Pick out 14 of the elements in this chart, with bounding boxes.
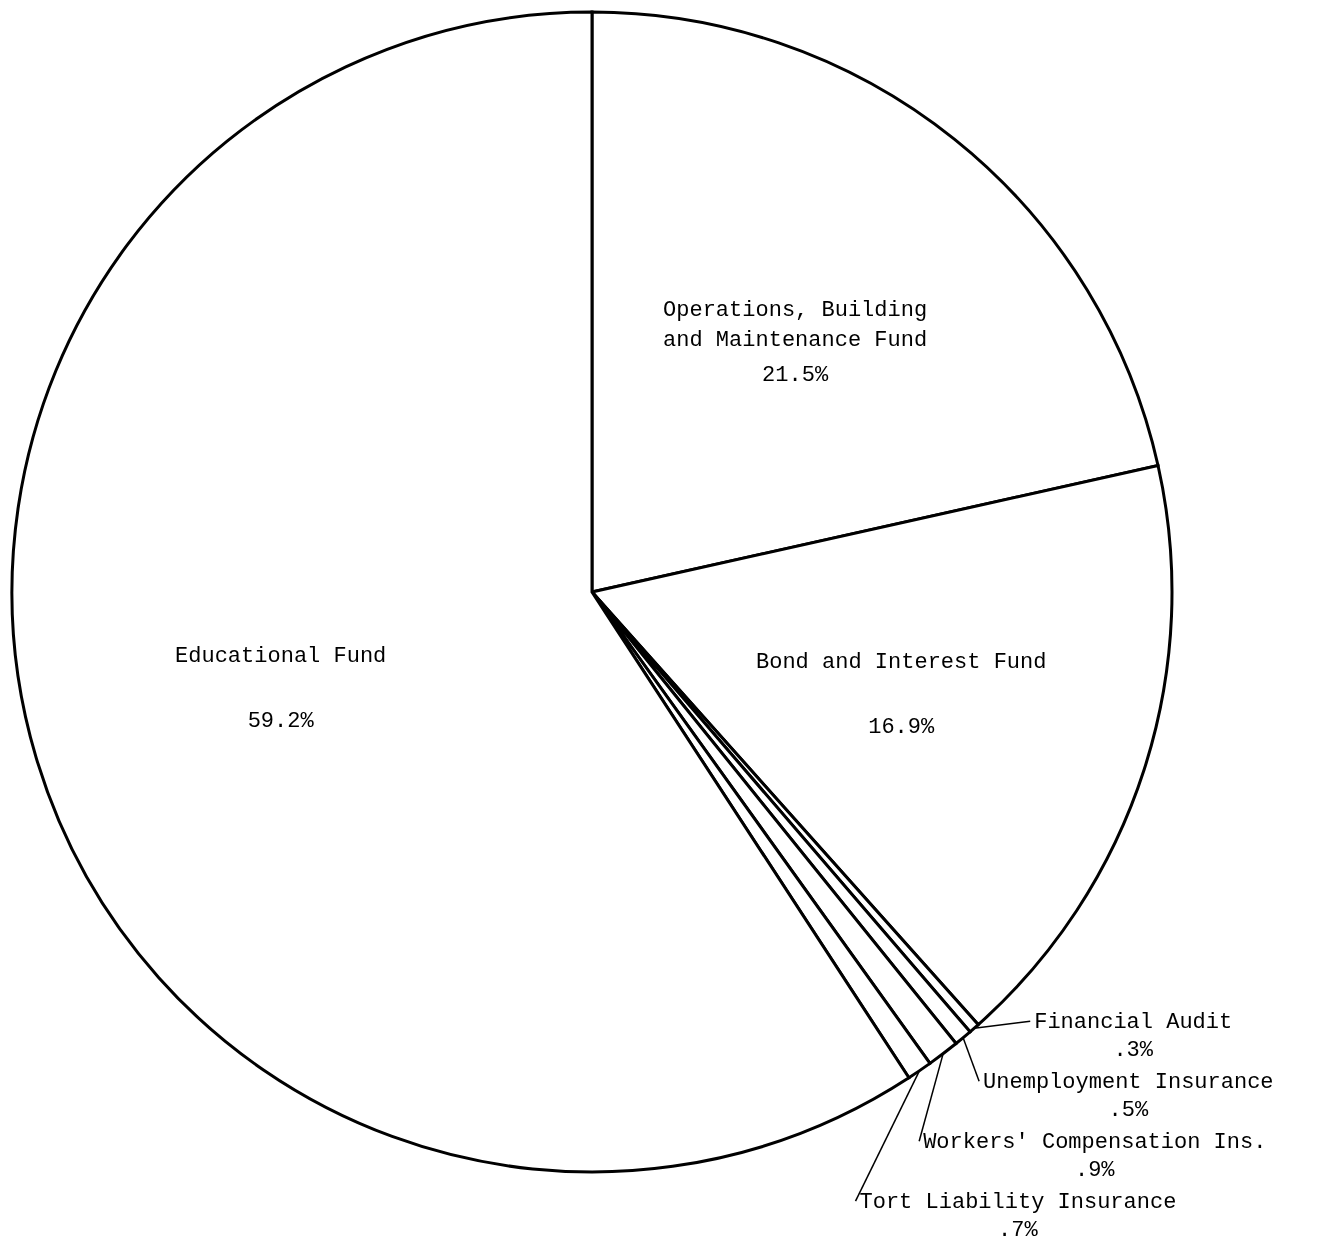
slice-label: Unemployment Insurance — [983, 1070, 1274, 1096]
slice-label: Financial Audit — [1034, 1010, 1233, 1036]
slice-label: Operations, Building and Maintenance Fund — [663, 297, 928, 353]
slice-label: Bond and Interest Fund — [755, 650, 1047, 676]
slice-label: Tort Liability Insurance — [859, 1190, 1177, 1216]
data-label: 59.2% — [247, 708, 315, 734]
slice-label: Workers' Compensation Ins. — [923, 1130, 1267, 1156]
slice-label: Educational Fund — [175, 643, 387, 669]
data-label: .9% — [1074, 1158, 1116, 1184]
data-label: 21.5% — [762, 362, 829, 388]
data-label: .3% — [1113, 1038, 1154, 1064]
data-label: .5% — [1108, 1098, 1149, 1124]
data-label: .7% — [998, 1218, 1039, 1244]
data-label: 16.9% — [868, 715, 936, 741]
